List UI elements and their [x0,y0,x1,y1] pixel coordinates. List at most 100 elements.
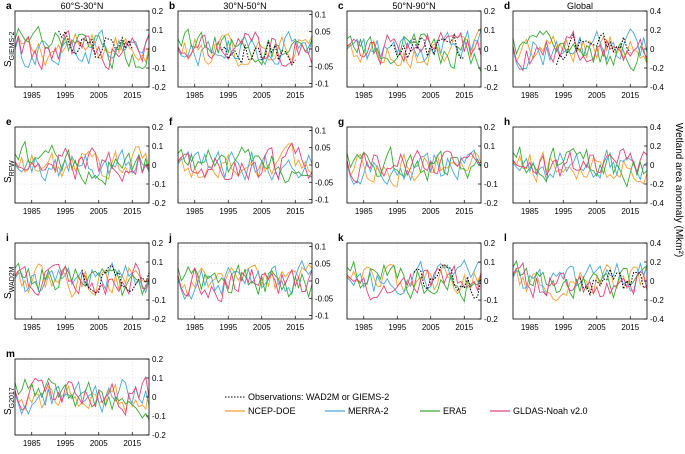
series-line-gldas-noah-v2-0 [14,262,150,296]
y-tick-label: 0.1 [484,26,496,35]
y-tick-label: 0.1 [484,142,496,151]
series-line-observations [556,32,631,65]
y-tick-label: 0.05 [315,260,331,269]
series-line-gldas-noah-v2-0 [346,264,482,301]
x-tick-label: 2005 [588,323,606,332]
panel-letter: d [504,1,510,12]
y-tick-label: -0.2 [484,199,498,208]
y-tick-label: 0.2 [650,258,662,267]
y-tick-label: 0 [315,161,320,170]
x-tick-label: 1985 [186,91,204,100]
y-tick-label: -0.1 [152,180,166,189]
series-line-merra-2 [177,150,313,182]
column-title: 30°N-50°N [223,1,266,11]
series-line-era5 [346,145,482,183]
series-line-era5 [177,28,313,66]
y-tick-label: -0.4 [650,315,664,324]
x-tick-label: 1995 [554,91,572,100]
x-tick-label: 2005 [90,207,108,216]
right-axis-label: Wetland area anomaly (Mkm²) [673,123,684,257]
x-tick-label: 1985 [355,91,373,100]
series-line-ncep-doe [177,32,313,67]
column-title: 50°N-90°N [392,1,435,11]
x-tick-label: 2005 [588,207,606,216]
x-tick-label: 2005 [253,91,271,100]
y-tick-label: 0 [315,45,320,54]
series-line-gldas-noah-v2-0 [14,29,150,71]
legend-label: MERRA-2 [348,406,389,416]
y-tick-label: -0.1 [315,312,329,321]
x-tick-label: 1995 [219,207,237,216]
panel-letter: c [338,1,344,12]
series-line-ncep-doe [14,146,150,180]
y-tick-label: -0.1 [152,296,166,305]
y-tick-label: 0.1 [152,142,164,151]
series-line-era5 [14,25,150,70]
y-tick-label: 0.1 [152,374,164,383]
y-tick-label: -0.2 [650,296,664,305]
x-tick-label: 1985 [186,207,204,216]
y-tick-label: -0.05 [315,178,334,187]
panel-l: -0.4 -0.2 0 0.2 0.4 1985 1995 2005 2015 l [504,233,664,332]
series-line-era5 [14,140,150,186]
y-tick-label: -0.4 [650,83,664,92]
series-line-ncep-doe [177,263,313,298]
series-line-observations [390,33,465,60]
x-tick-label: 1985 [521,91,539,100]
y-tick-label: 0 [650,45,655,54]
series-line-observations [579,267,648,297]
series-line-ncep-doe [14,32,150,67]
x-tick-label: 1995 [56,323,74,332]
legend: Observations: WAD2M or GIEMS-2 NCEP-DOE ME… [225,392,588,416]
x-tick-label: 2015 [123,439,141,448]
y-tick-label: -0.1 [152,412,166,421]
series-line-gldas-noah-v2-0 [512,29,648,72]
x-tick-label: 1995 [219,91,237,100]
panel-k: -0.2 -0.1 0 0.1 0.2 1985 1995 2005 2015 k [338,233,498,332]
x-tick-label: 2005 [90,323,108,332]
x-tick-label: 2015 [621,91,639,100]
x-tick-label: 1995 [56,439,74,448]
x-tick-label: 2015 [123,91,141,100]
row-label: SWAD2M [3,266,16,299]
x-tick-label: 1985 [23,323,41,332]
x-tick-label: 1985 [186,323,204,332]
panel-letter: h [504,117,510,128]
y-tick-label: 0.05 [315,28,331,37]
series-line-era5 [14,377,150,420]
x-tick-label: 1995 [554,323,572,332]
panel-letter: i [6,233,9,244]
y-tick-label: -0.2 [152,431,166,440]
y-tick-label: -0.2 [650,64,664,73]
x-tick-label: 2005 [90,439,108,448]
y-tick-label: 0.2 [152,355,164,364]
x-tick-label: 1995 [554,207,572,216]
panel-letter: l [504,233,507,244]
y-tick-label: 0 [484,277,489,286]
series-line-gldas-noah-v2-0 [177,31,313,67]
y-tick-label: 0.4 [650,123,662,132]
x-tick-label: 1995 [388,207,406,216]
y-tick-label: 0 [484,161,489,170]
series-line-merra-2 [512,149,648,181]
legend-label: NCEP-DOE [248,406,296,416]
series-line-ncep-doe [14,263,150,299]
panel-letter: j [168,233,172,244]
series-line-era5 [177,146,313,184]
series-line-era5 [346,32,482,72]
row-label: SG2017 [3,387,16,415]
x-tick-label: 2015 [123,323,141,332]
y-tick-label: 0.1 [315,126,327,135]
y-tick-label: 0.2 [152,123,164,132]
series-line-merra-2 [177,30,313,68]
x-tick-label: 2015 [286,323,304,332]
x-tick-label: 1985 [23,207,41,216]
series-line-era5 [512,146,648,189]
series-line-gldas-noah-v2-0 [14,375,150,417]
y-tick-label: 0.2 [152,239,164,248]
y-tick-label: -0.1 [152,64,166,73]
series-line-gldas-noah-v2-0 [512,148,648,177]
x-tick-label: 1985 [23,439,41,448]
series-line-merra-2 [14,29,150,68]
